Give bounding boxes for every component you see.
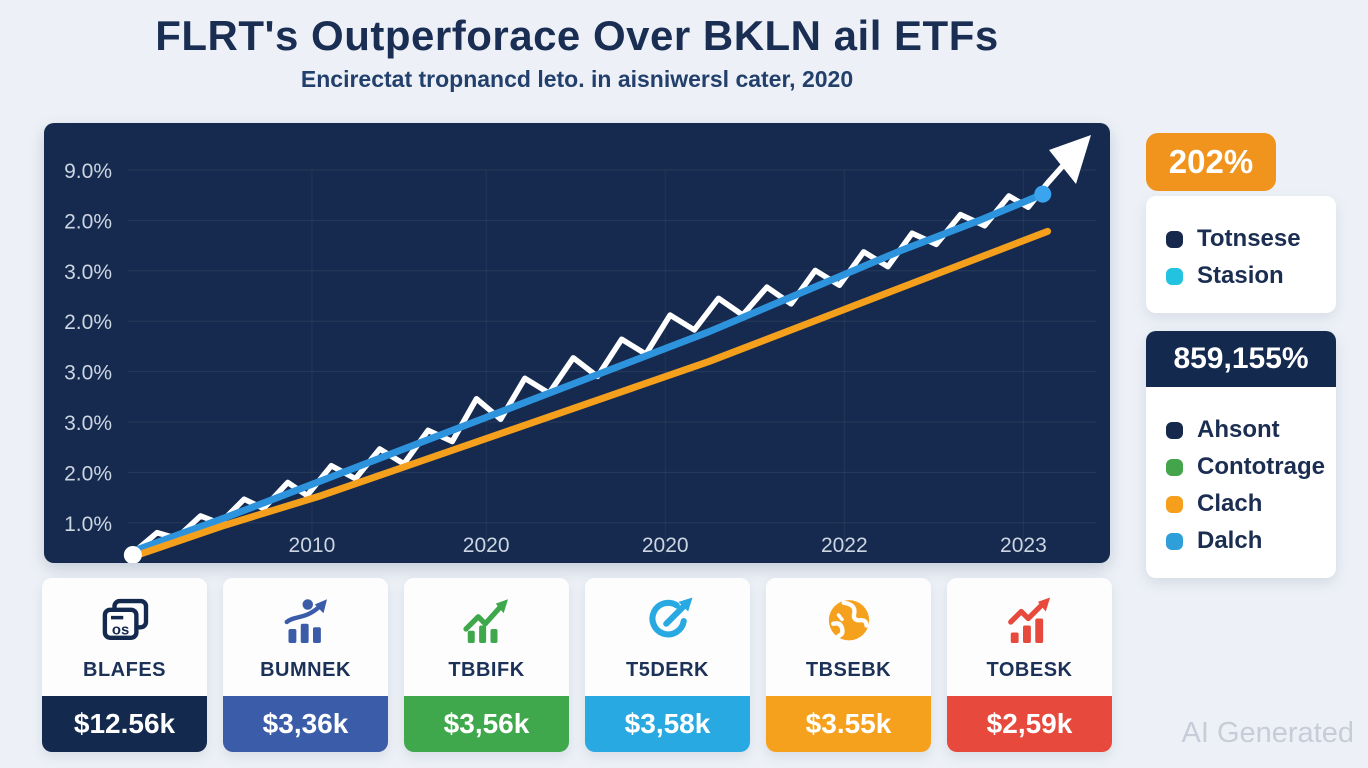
stat-card-top: TOBESK [947, 578, 1112, 696]
legend-dot-icon [1166, 230, 1183, 248]
legend-dot-icon [1166, 458, 1183, 476]
svg-text:2023: 2023 [1000, 534, 1047, 557]
legend-item-label: Stasion [1197, 262, 1284, 289]
stat-card-value: $3,58k [585, 696, 750, 752]
svg-text:2.0%: 2.0% [64, 210, 112, 233]
svg-text:2020: 2020 [642, 534, 689, 557]
stat-card-label: BLAFES [83, 658, 166, 681]
svg-text:2.0%: 2.0% [64, 311, 112, 334]
page-title: FLRT's Outperforace Over BKLN ail ETFs [155, 12, 999, 59]
stat-card-bumnek: BUMNEK $3,36k [223, 578, 388, 752]
legend-dot-icon [1166, 532, 1183, 550]
legend-dot-icon [1166, 267, 1183, 285]
stat-card-top: os BLAFES [42, 578, 207, 696]
svg-text:2010: 2010 [289, 534, 336, 557]
legend-item-label: Dalch [1197, 527, 1263, 554]
legend-item-label: Totnsese [1197, 225, 1301, 252]
stat-card-tbsebk: TBSEBK $3.55k [766, 578, 931, 752]
header: FLRT's Outperforace Over BKLN ail ETFs E… [44, 12, 1110, 93]
stat-card-value: $3,56k [404, 696, 569, 752]
percent-badge-big-value: 859,155% [1173, 342, 1309, 375]
bars-up-arrow-icon [1002, 593, 1058, 651]
svg-text:3.0%: 3.0% [64, 362, 112, 385]
performance-chart-panel: 9.0% 2.0% 3.0% 2.0% 3.0% 3.0% 2.0% 1.0% 2010 2020… [44, 123, 1110, 563]
svg-text:3.0%: 3.0% [64, 261, 112, 284]
percent-badge-big: 859,155% [1146, 331, 1336, 387]
stat-card-value-text: $2,59k [986, 708, 1073, 739]
ai-generated-watermark: AI Generated [1181, 717, 1355, 749]
legend-dot-icon [1166, 421, 1183, 439]
svg-text:2020: 2020 [463, 534, 510, 557]
stat-card-blafes: os BLAFES $12.56k [42, 578, 207, 752]
stat-card-tbbifk: TBBIFK $3,56k [404, 578, 569, 752]
svg-text:9.0%: 9.0% [64, 160, 112, 183]
legend-item: Ahsont [1166, 416, 1320, 444]
legend-card-2: 859,155% Ahsont Contotrage Clach Dalch [1146, 331, 1336, 578]
stat-card-label: TBBIFK [448, 658, 525, 681]
stat-card-label: TBSEBK [805, 658, 892, 681]
legend-dot-icon [1166, 495, 1183, 513]
legend-item-label: Ahsont [1197, 416, 1280, 443]
stat-card-top: TBSEBK [766, 578, 931, 696]
stat-card-label: BUMNEK [260, 658, 351, 681]
performance-line-chart: 9.0% 2.0% 3.0% 2.0% 3.0% 3.0% 2.0% 1.0% 2010 2020… [64, 135, 1096, 563]
stat-card-value-text: $3.55k [805, 708, 892, 739]
stat-card-value: $3.55k [766, 696, 931, 752]
stat-card-top: TBBIFK [404, 578, 569, 696]
stat-card-value: $2,59k [947, 696, 1112, 752]
legend-item: Contotrage [1166, 453, 1325, 481]
percent-badge-top-value: 202% [1168, 143, 1254, 180]
growth-person-icon [278, 593, 334, 651]
stat-card-top: T5DERK [585, 578, 750, 696]
percent-badge-top: 202% [1146, 133, 1276, 191]
svg-text:2.0%: 2.0% [64, 462, 112, 485]
legend-item: Totnsese [1166, 225, 1318, 253]
circular-arrow-icon [640, 593, 696, 651]
stat-card-value-text: $3,58k [624, 708, 711, 739]
legend-item: Clach [1166, 490, 1320, 518]
globe-icon [821, 593, 877, 651]
stat-card-t5derk: T5DERK $3,58k [585, 578, 750, 752]
legend-item-label: Clach [1197, 490, 1263, 517]
legend-item: Dalch [1166, 527, 1320, 555]
svg-text:os: os [111, 622, 128, 638]
stat-card-value-text: $3,56k [443, 708, 530, 739]
legend-card-1: Totnsese Stasion [1146, 196, 1336, 313]
bars-up-arrow-icon [459, 593, 515, 651]
svg-text:1.0%: 1.0% [64, 513, 112, 536]
svg-text:3.0%: 3.0% [64, 412, 112, 435]
stat-card-value: $3,36k [223, 696, 388, 752]
page-subtitle: Encirectat tropnancd leto. in aisniwersl… [300, 66, 854, 92]
legend-item-label: Contotrage [1197, 453, 1325, 480]
right-column: 202% Totnsese Stasion 859,155% Ahsont [1146, 133, 1336, 578]
legend-card-2-body: Ahsont Contotrage Clach Dalch [1146, 387, 1336, 578]
stat-cards-row: os BLAFES $12.56k [42, 578, 1112, 752]
stat-card-value: $12.56k [42, 696, 207, 752]
stat-card-value-text: $3,36k [262, 708, 349, 739]
svg-text:2022: 2022 [821, 534, 868, 557]
stat-card-label: TOBESK [986, 658, 1073, 681]
legend-item: Stasion [1166, 262, 1318, 290]
stat-card-value-text: $12.56k [73, 708, 176, 739]
stat-card-label: T5DERK [625, 658, 709, 681]
stat-card-tobesk: TOBESK $2,59k [947, 578, 1112, 752]
stat-card-top: BUMNEK [223, 578, 388, 696]
documents-icon: os [97, 593, 153, 651]
